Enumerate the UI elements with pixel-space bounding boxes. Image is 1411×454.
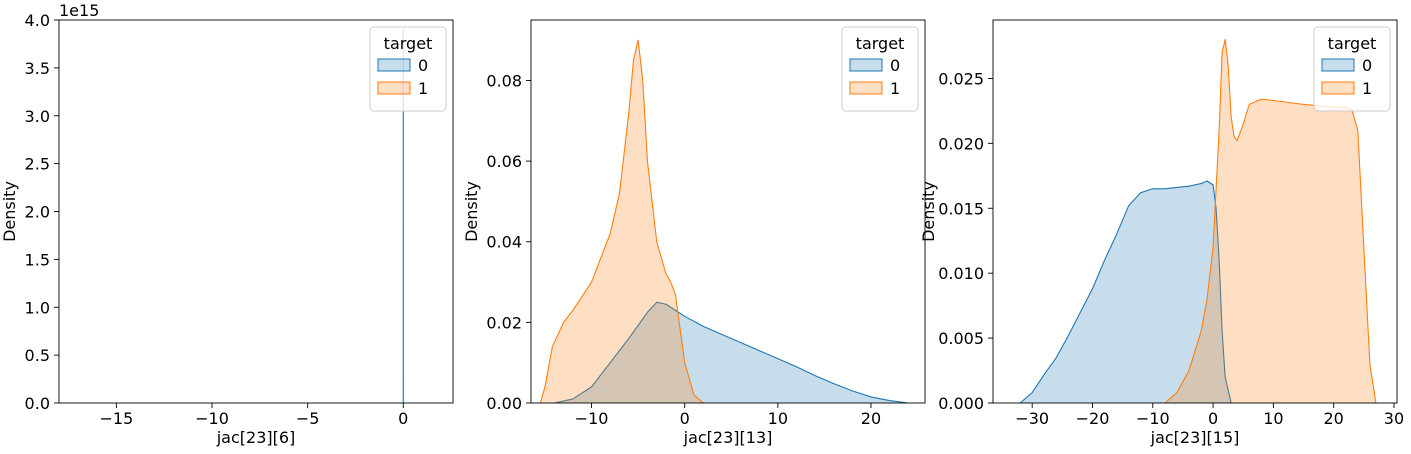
legend-swatch-1 bbox=[850, 82, 882, 94]
x-tick-label: 10 bbox=[768, 409, 788, 428]
legend-swatch-0 bbox=[850, 59, 882, 71]
y-tick-label: 0.020 bbox=[938, 134, 984, 153]
chart-panel-1: −15 −10 −5 0 0.0 0.5 1.0 1.5 2.0 2.5 3.0 3.5 4.0 1e15… bbox=[0, 1, 453, 447]
y-axis-label: Density bbox=[0, 181, 19, 242]
y-tick-label: 0.010 bbox=[938, 264, 984, 283]
legend: target 0 1 bbox=[842, 27, 918, 111]
y-axis-label: Density bbox=[919, 181, 938, 242]
x-tick-label: 0 bbox=[398, 409, 408, 428]
y-tick-label: 0.5 bbox=[25, 346, 50, 365]
legend: target 0 1 bbox=[370, 27, 446, 111]
y-tick-label: 3.5 bbox=[25, 59, 50, 78]
y-tick-label: 0.04 bbox=[486, 233, 522, 252]
legend-label-0: 0 bbox=[418, 56, 428, 75]
x-axis-label: jac[23][6] bbox=[216, 428, 296, 447]
legend-swatch-1 bbox=[378, 82, 410, 94]
y-tick-label: 0.06 bbox=[486, 152, 522, 171]
y-tick-label: 2.0 bbox=[25, 203, 50, 222]
x-tick-label: 10 bbox=[1263, 409, 1283, 428]
x-tick-label: −15 bbox=[99, 409, 133, 428]
x-tick-label: −10 bbox=[1136, 409, 1170, 428]
y-tick-label: 2.5 bbox=[25, 155, 50, 174]
x-tick-label: −30 bbox=[1015, 409, 1049, 428]
x-tick-label: 20 bbox=[861, 409, 881, 428]
y-tick-label: 0.02 bbox=[486, 313, 522, 332]
y-tick-label: 0.015 bbox=[938, 199, 984, 218]
legend-title: target bbox=[1328, 34, 1377, 53]
y-tick-label: 3.0 bbox=[25, 107, 50, 126]
y-tick-label: 1.5 bbox=[25, 250, 50, 269]
y-tick-label: 0.0 bbox=[25, 394, 50, 413]
x-tick-label: 0 bbox=[680, 409, 690, 428]
y-tick-label: 0.08 bbox=[486, 71, 522, 90]
x-tick-label: −10 bbox=[575, 409, 609, 428]
legend-label-0: 0 bbox=[1362, 56, 1372, 75]
y-tick-label: 0.025 bbox=[938, 69, 984, 88]
y-offset-label: 1e15 bbox=[59, 1, 99, 20]
legend-swatch-1 bbox=[1322, 82, 1354, 94]
legend-label-0: 0 bbox=[890, 56, 900, 75]
legend-title: target bbox=[856, 34, 905, 53]
y-axis-label: Density bbox=[462, 181, 481, 242]
x-tick-label: 20 bbox=[1324, 409, 1344, 428]
legend-label-1: 1 bbox=[418, 79, 428, 98]
x-tick-label: −20 bbox=[1076, 409, 1110, 428]
legend-label-1: 1 bbox=[890, 79, 900, 98]
x-axis-label: jac[23][15] bbox=[1150, 428, 1240, 447]
legend-label-1: 1 bbox=[1362, 79, 1372, 98]
series-1-area bbox=[540, 40, 703, 403]
x-axis-label: jac[23][13] bbox=[683, 428, 773, 447]
y-tick-label: 0.00 bbox=[486, 394, 522, 413]
y-tick-label: 0.000 bbox=[938, 394, 984, 413]
legend-swatch-0 bbox=[378, 59, 410, 71]
x-tick-label: −10 bbox=[195, 409, 229, 428]
y-tick-label: 1.0 bbox=[25, 298, 50, 317]
x-tick-label: 0 bbox=[1208, 409, 1218, 428]
y-tick-label: 4.0 bbox=[25, 11, 50, 30]
legend-swatch-0 bbox=[1322, 59, 1354, 71]
x-tick-label: −5 bbox=[296, 409, 320, 428]
y-tick-label: 0.005 bbox=[938, 329, 984, 348]
legend: target 0 1 bbox=[1314, 27, 1390, 111]
legend-title: target bbox=[384, 34, 433, 53]
x-tick-label: 30 bbox=[1384, 409, 1404, 428]
